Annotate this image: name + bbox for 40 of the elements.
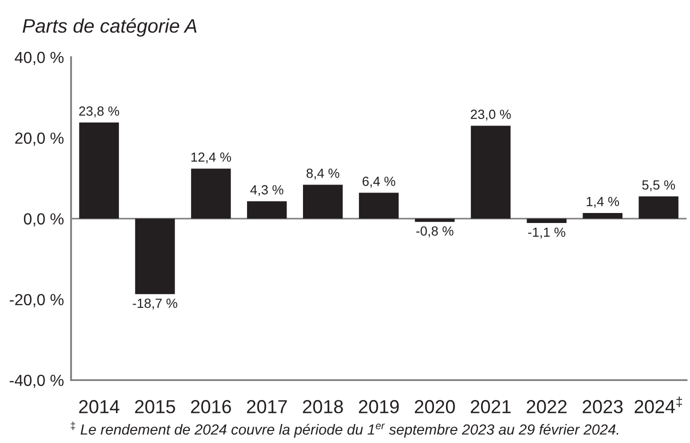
- y-tick-label: 0,0 %: [24, 213, 64, 226]
- y-tick-label: -40,0 %: [10, 374, 64, 388]
- data-label: 23,0 %: [470, 110, 511, 121]
- x-tick-label: 2020: [414, 400, 455, 414]
- y-tick-label: 40,0 %: [14, 52, 64, 65]
- x-tick-label: 2022: [526, 400, 567, 414]
- text: $^{‡}$ Le rendement de 2024 couvre la période du 1$^{er}$ septembre 2023 au 29 février 2024.: [70, 422, 618, 438]
- bar: [79, 122, 119, 219]
- data-label: -1,1 %: [528, 228, 566, 238]
- bar: [135, 218, 175, 294]
- data-label: 1,4 %: [586, 196, 620, 208]
- bar: [470, 126, 511, 219]
- x-tick-label: 2014: [79, 400, 120, 414]
- data-label: 5,5 %: [642, 180, 675, 192]
- x-tick-label: 2024$^{‡}$: [634, 396, 682, 414]
- bar: [191, 168, 231, 219]
- x-tick-label: 2019: [358, 400, 399, 414]
- data-label: -18,7 %: [132, 298, 178, 310]
- data-label: -0,8 %: [416, 226, 454, 238]
- data-label: 6,4 %: [362, 176, 396, 188]
- x-tick-label: 2017: [246, 400, 287, 414]
- bar: [526, 218, 567, 224]
- x-tick-label: 2023: [582, 400, 623, 414]
- bar: [302, 184, 343, 219]
- bar: [358, 192, 399, 219]
- bar: [247, 201, 287, 219]
- data-label: 23,8 %: [79, 106, 120, 118]
- chart-title: Parts de catégorie A: [22, 18, 196, 37]
- y-tick-label: -20,0 %: [10, 294, 64, 308]
- data-label: 4,3 %: [250, 185, 284, 196]
- x-tick-label: 2021: [470, 400, 511, 414]
- bar: [638, 196, 678, 219]
- x-tick-label: 2016: [191, 400, 231, 414]
- x-tick-label: 2015: [135, 400, 176, 414]
- bar: [414, 218, 455, 222]
- x-tick-label: 2018: [302, 400, 343, 414]
- data-label: 8,4 %: [306, 168, 340, 180]
- bar: [582, 212, 622, 219]
- data-label: 12,4 %: [191, 152, 232, 164]
- y-tick-label: 20,0 %: [15, 132, 64, 146]
